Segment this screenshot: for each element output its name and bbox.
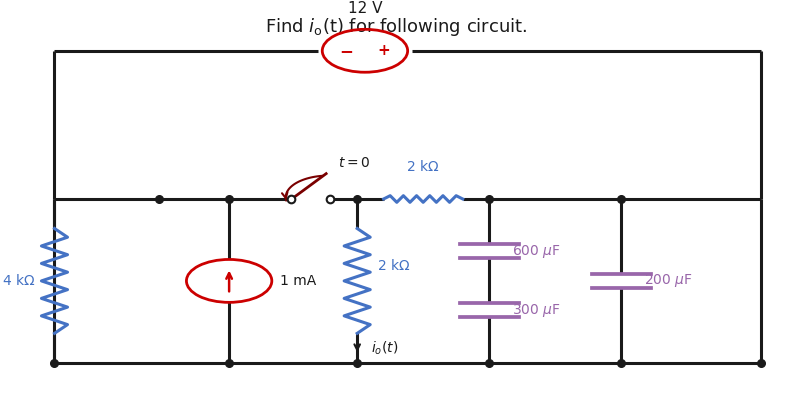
- Text: 12 V: 12 V: [348, 1, 383, 16]
- Text: 4 k$\Omega$: 4 k$\Omega$: [2, 273, 35, 289]
- Text: 600 $\mu$F: 600 $\mu$F: [512, 243, 562, 260]
- Text: −: −: [339, 42, 352, 60]
- Text: 200 $\mu$F: 200 $\mu$F: [645, 272, 693, 289]
- Text: 300 $\mu$F: 300 $\mu$F: [512, 302, 562, 319]
- Text: $t = 0$: $t = 0$: [338, 156, 370, 170]
- Text: +: +: [378, 43, 390, 58]
- Text: 2 k$\Omega$: 2 k$\Omega$: [406, 159, 440, 174]
- Text: Find $i_{\mathrm{o}}$(t) for following circuit.: Find $i_{\mathrm{o}}$(t) for following c…: [265, 16, 527, 38]
- Text: 2 k$\Omega$: 2 k$\Omega$: [377, 258, 410, 273]
- Text: $i_o(t)$: $i_o(t)$: [371, 339, 398, 357]
- Text: 1 mA: 1 mA: [280, 274, 316, 288]
